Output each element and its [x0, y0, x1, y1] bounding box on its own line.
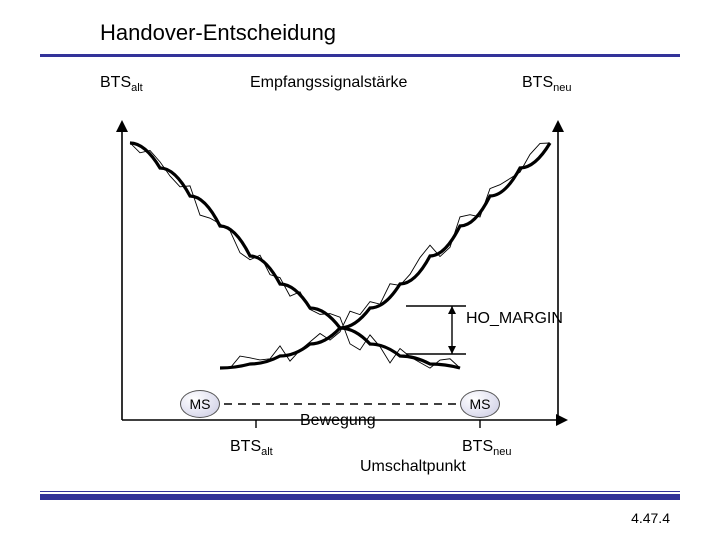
bts-alt-top-label: BTSalt: [100, 74, 143, 94]
signal-plot: [110, 98, 590, 438]
footer-rule-thin: [40, 491, 680, 492]
ms-node-right: MS: [460, 390, 500, 418]
footer-rule-thick: [40, 494, 680, 500]
page-number: 4.47.4: [631, 510, 670, 526]
movement-label: Bewegung: [300, 412, 376, 430]
bts-alt-bottom-label: BTSalt: [230, 438, 273, 458]
page-title: Handover-Entscheidung: [0, 0, 720, 54]
title-rule: [40, 54, 680, 57]
diagram-container: BTSalt Empfangssignalstärke BTSneu HO_MA…: [110, 80, 590, 440]
bts-neu-bottom-label: BTSneu: [462, 438, 511, 458]
signal-strength-label: Empfangssignalstärke: [250, 74, 407, 92]
switchpoint-label: Umschaltpunkt: [360, 458, 466, 476]
ho-margin-label: HO_MARGIN: [466, 310, 563, 328]
bts-neu-top-label: BTSneu: [522, 74, 571, 94]
ms-node-left: MS: [180, 390, 220, 418]
